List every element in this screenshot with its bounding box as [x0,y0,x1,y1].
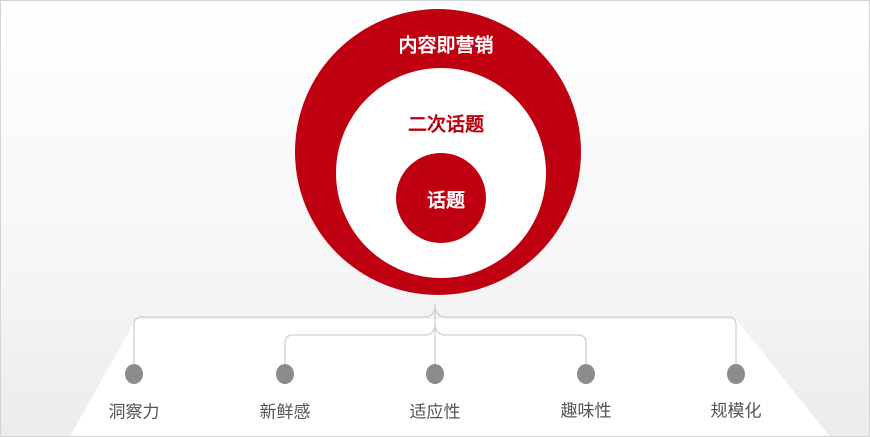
item-label: 规模化 [710,401,762,422]
item-dot [577,364,595,384]
item-dot [426,364,444,384]
item-dot [727,364,745,384]
item-label: 新鲜感 [259,402,311,423]
base-trapezoid [70,319,830,436]
outer-circle-label: 内容即营销 [398,34,494,57]
inner-circle-label: 话题 [426,189,466,212]
outer-bracket [133,307,737,367]
inner-bracket [284,325,587,367]
item-label: 趣味性 [560,401,612,422]
middle-circle-label: 二次话题 [407,113,485,136]
item-dot [276,364,294,384]
item-dot [125,364,143,384]
inner-circle [396,153,486,243]
item-label: 洞察力 [108,402,160,423]
item-label: 适应性 [409,402,461,423]
